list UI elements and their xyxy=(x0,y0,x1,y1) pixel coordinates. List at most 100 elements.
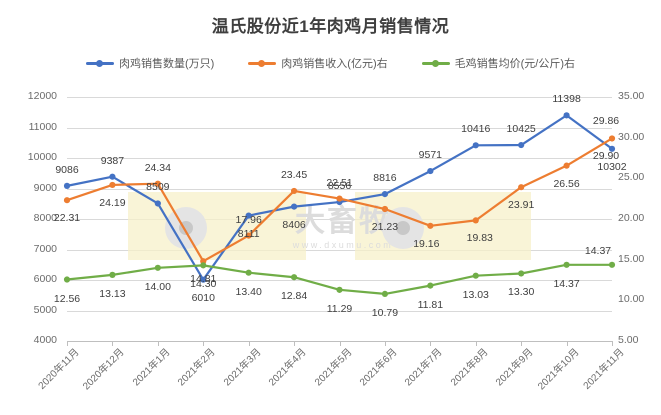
x-axis-tick xyxy=(203,341,205,346)
data-label-price: 12.84 xyxy=(280,290,308,303)
data-point[interactable] xyxy=(63,182,71,189)
data-point[interactable] xyxy=(245,212,252,219)
data-label-volume: 8111 xyxy=(237,227,260,240)
legend-label-avg-price: 毛鸡销售均价(元/公斤)右 xyxy=(454,58,576,70)
x-axis-tick xyxy=(430,341,432,346)
y-tick-label-right: 30.00 xyxy=(618,130,645,143)
gridline xyxy=(67,127,612,129)
y-axis-left: 12000 11000 10000 9000 8000 7000 6000 5000 4000 xyxy=(0,90,67,346)
y-tick-label-right: 25.00 xyxy=(618,171,645,184)
data-label-price: 10.79 xyxy=(371,306,399,319)
data-point[interactable] xyxy=(109,173,116,180)
legend-item-sales-volume[interactable]: 肉鸡销售数量(万只) xyxy=(85,55,215,71)
data-label-volume: 8509 xyxy=(146,181,170,194)
y-tick-label-left: 11000 xyxy=(28,120,57,133)
data-point[interactable] xyxy=(381,191,389,198)
x-tick-label: 2021年1月 xyxy=(130,346,173,389)
data-point[interactable] xyxy=(472,142,479,149)
data-point[interactable] xyxy=(336,195,343,202)
y-tick-label-right: 10.00 xyxy=(618,293,645,306)
data-point[interactable] xyxy=(563,162,570,169)
x-axis-tick xyxy=(112,341,114,346)
data-label-revenue: 22.51 xyxy=(326,176,353,189)
data-label-revenue-final: 29.86 xyxy=(592,115,620,128)
data-point[interactable] xyxy=(245,269,252,276)
x-tick-label: 2020年12月 xyxy=(81,346,128,393)
data-label-volume: 11398 xyxy=(552,93,581,106)
data-label-price: 13.13 xyxy=(99,287,126,300)
data-point[interactable] xyxy=(63,276,71,283)
y-axis-right: 35.00 30.00 25.00 20.00 15.00 10.00 5.00 xyxy=(618,90,661,346)
data-point[interactable] xyxy=(245,232,252,239)
watermark-eye-icon xyxy=(382,207,424,249)
data-label-revenue: 22.31 xyxy=(53,212,81,225)
data-label-volume: 9086 xyxy=(55,163,79,176)
data-point[interactable] xyxy=(427,222,434,229)
data-point[interactable] xyxy=(381,290,389,298)
data-point[interactable] xyxy=(154,264,161,271)
data-point[interactable] xyxy=(109,271,116,278)
data-point[interactable] xyxy=(154,200,161,207)
legend-label-sales-volume: 肉鸡销售数量(万只) xyxy=(118,58,215,70)
gridline xyxy=(67,249,612,251)
x-axis-tick xyxy=(67,341,68,346)
legend-marker-orange-icon xyxy=(248,58,277,68)
x-axis-tick xyxy=(521,341,523,346)
data-label-price: 14.37 xyxy=(584,244,612,257)
data-point[interactable] xyxy=(472,272,479,279)
data-label-price: 13.03 xyxy=(462,288,489,301)
data-point[interactable] xyxy=(608,135,616,142)
data-point[interactable] xyxy=(563,112,570,119)
data-label-price: 12.56 xyxy=(53,292,81,305)
data-point[interactable] xyxy=(154,180,161,187)
data-point[interactable] xyxy=(109,181,116,189)
data-point[interactable] xyxy=(200,262,207,269)
x-tick-label: 2021年7月 xyxy=(403,346,445,389)
data-label-revenue: 14.81 xyxy=(190,273,217,286)
y-tick-label-right: 5.00 xyxy=(618,334,639,346)
gridline xyxy=(67,219,612,220)
data-point[interactable] xyxy=(427,282,434,289)
gridline xyxy=(67,310,612,312)
gridline xyxy=(67,97,612,98)
data-point[interactable] xyxy=(563,261,570,268)
data-point[interactable] xyxy=(381,205,389,213)
data-point[interactable] xyxy=(427,167,434,175)
data-point[interactable] xyxy=(290,274,298,281)
data-point[interactable] xyxy=(290,203,298,210)
data-point[interactable] xyxy=(63,197,71,204)
data-point[interactable] xyxy=(200,276,207,283)
data-label-volume: 10302 xyxy=(597,160,627,173)
data-label-revenue: 17.96 xyxy=(235,213,262,226)
data-label-price: 14.37 xyxy=(553,277,580,290)
data-point[interactable] xyxy=(336,286,343,293)
data-point[interactable] xyxy=(608,261,616,268)
x-axis-labels: 2020年11月 2020年12月 2021年1月 2021年2月 2021年3月 202… xyxy=(37,344,627,414)
data-point[interactable] xyxy=(290,187,298,195)
y-tick-label-left: 9000 xyxy=(33,181,57,194)
data-point[interactable] xyxy=(472,217,479,224)
data-label-revenue: 24.19 xyxy=(99,196,126,209)
y-tick-label-left: 8000 xyxy=(33,212,57,224)
legend-item-sales-revenue[interactable]: 肉鸡销售收入(亿元)右 xyxy=(248,55,388,71)
data-label-revenue: 26.56 xyxy=(553,177,580,190)
data-point[interactable] xyxy=(518,184,525,191)
legend-marker-blue-icon xyxy=(85,58,114,68)
data-point[interactable] xyxy=(518,270,525,277)
legend-item-avg-price[interactable]: 毛鸡销售均价(元/公斤)右 xyxy=(421,55,576,71)
y-tick-label-right: 35.00 xyxy=(618,90,645,102)
data-label-revenue: 24.34 xyxy=(144,161,171,174)
y-tick-label-left: 7000 xyxy=(33,242,57,255)
data-point[interactable] xyxy=(608,145,616,152)
data-point[interactable] xyxy=(518,141,525,149)
data-label-revenue: 29.90 xyxy=(592,150,620,163)
data-label-volume: 8816 xyxy=(373,172,397,185)
y-tick-label-right: 15.00 xyxy=(618,252,645,265)
data-label-price: 14.30 xyxy=(190,278,217,291)
x-tick-label: 2021年8月 xyxy=(448,346,491,389)
y-tick-label-left: 12000 xyxy=(27,90,57,102)
data-label-revenue: 21.23 xyxy=(371,220,399,233)
x-axis-tick xyxy=(248,341,250,346)
